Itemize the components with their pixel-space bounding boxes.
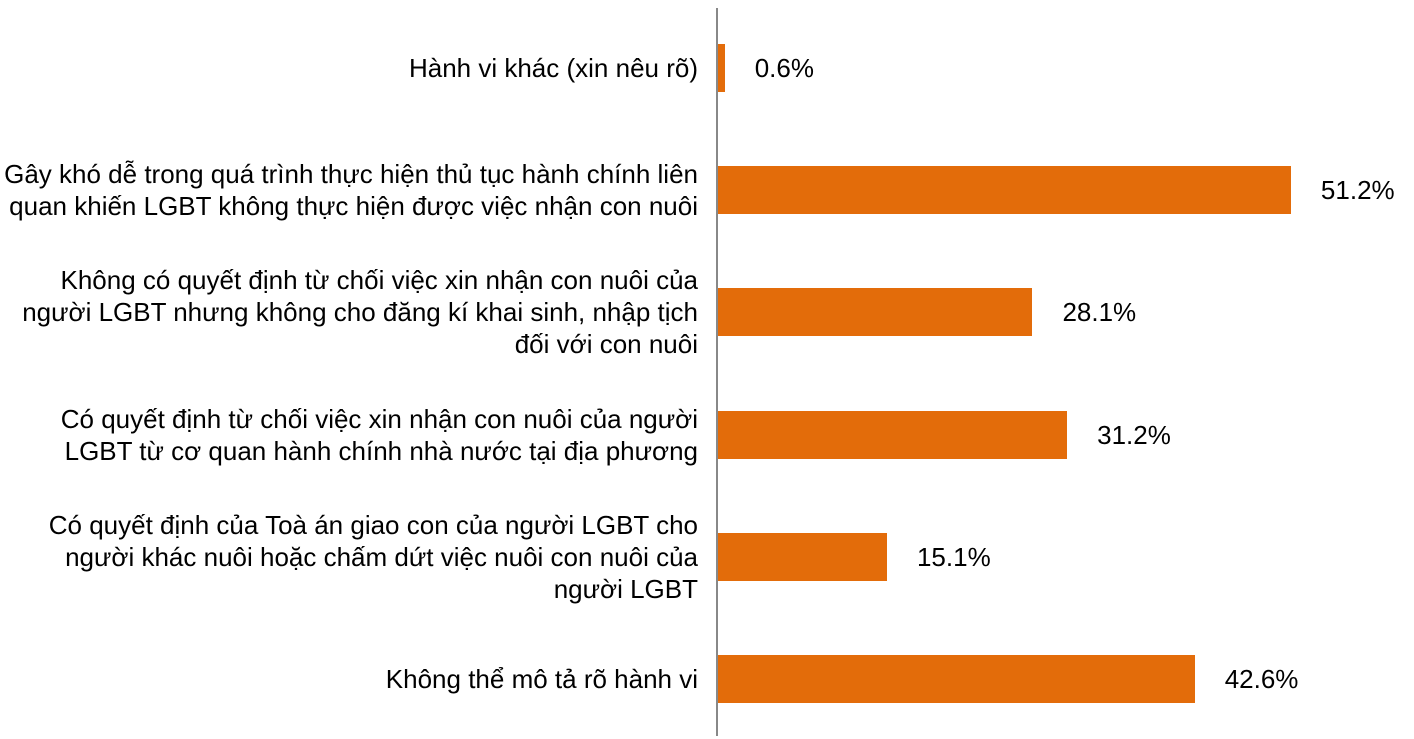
bar [718,410,1068,459]
value-label: 42.6% [1224,664,1299,694]
category-label: Có quyết định của Toà án giao con của ng… [48,509,698,604]
bar [718,44,725,92]
bar [718,532,887,581]
bar [718,166,1291,215]
value-label: 0.6% [754,53,814,83]
category-label: Không thể mô tả rõ hành vi [385,664,698,694]
category-axis [716,8,718,736]
category-label: Hành vi khác (xin nêu rõ) [408,53,698,83]
category-label: Có quyết định từ chối việc xin nhận con … [60,403,698,466]
category-label: Không có quyết định từ chối việc xin nhậ… [22,265,698,360]
value-label: 51.2% [1320,175,1395,206]
value-label: 15.1% [916,541,991,572]
bar [718,288,1033,337]
value-label: 28.1% [1062,297,1137,328]
bar [718,655,1195,703]
category-label: Gây khó dễ trong quá trình thực hiện thủ… [4,159,698,222]
value-label: 31.2% [1097,419,1171,450]
